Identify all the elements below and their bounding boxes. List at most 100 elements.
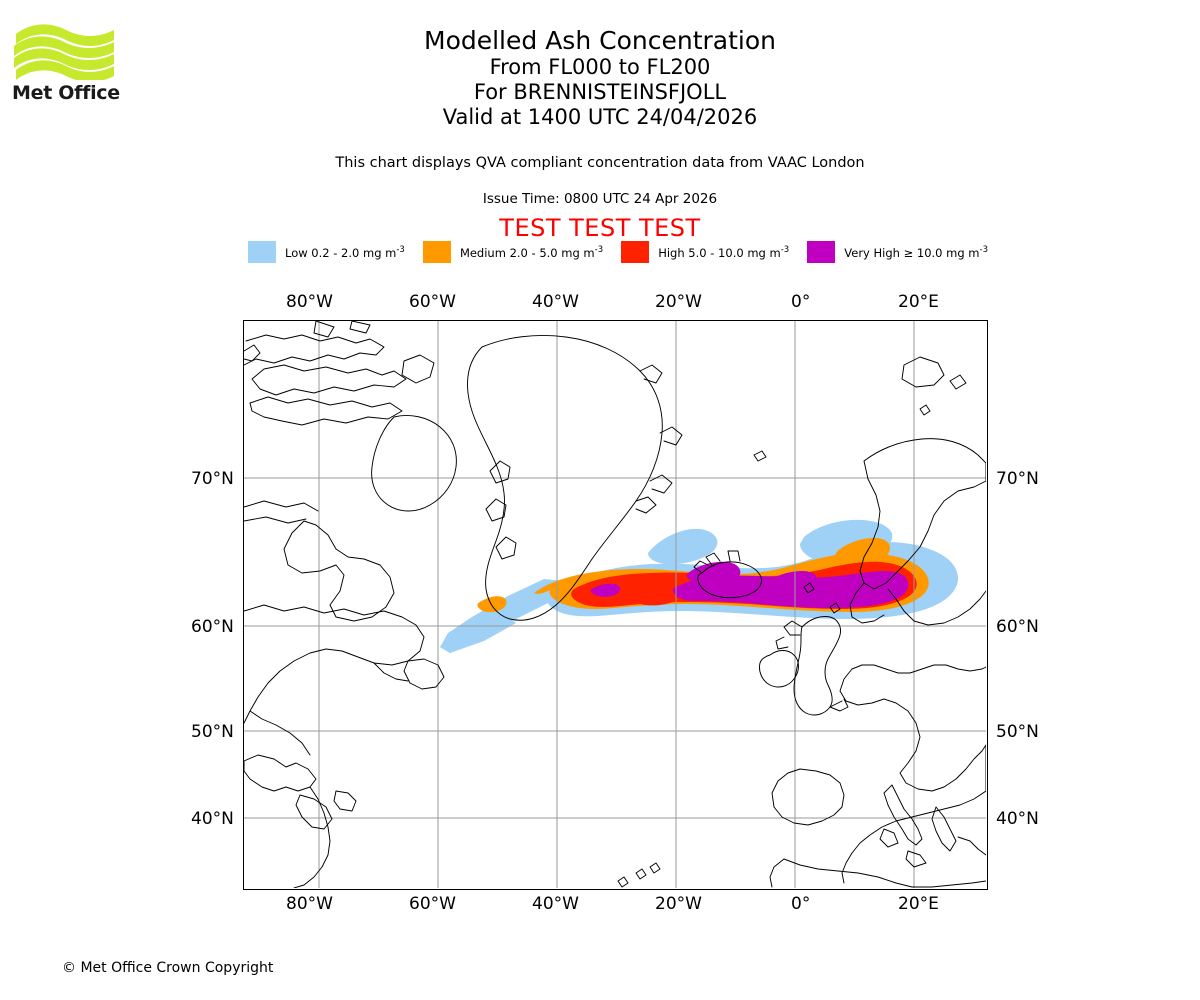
legend-item-low: Low 0.2 - 2.0 mg m-3 (248, 241, 405, 263)
plume-band-very-high (590, 561, 909, 608)
lon-label-top-0: 0° (791, 292, 811, 312)
coast-iceland-n2 (727, 550, 741, 562)
copyright-text: © Met Office Crown Copyright (62, 960, 274, 976)
lat-label-right-60n: 60°N (996, 617, 1039, 637)
test-banner: TEST TEST TEST (499, 214, 701, 242)
coast-bear-island (919, 404, 931, 416)
coast-greenland-w3 (495, 536, 517, 560)
chart-title-block: Modelled Ash Concentration From FL000 to… (0, 26, 1200, 130)
legend-label-high: High 5.0 - 10.0 mg m-3 (658, 244, 790, 260)
map-coastlines (244, 321, 986, 888)
coast-scandinavia (859, 438, 986, 590)
coast-greenland-w2 (485, 498, 507, 522)
coast-iceland-nw (693, 560, 709, 574)
coast-greece (957, 836, 986, 856)
coast-azores-3 (649, 862, 661, 874)
lon-label-bottom-0: 0° (791, 894, 811, 914)
coast-greenland-e3 (635, 496, 657, 514)
lon-label-top-60w: 60°W (409, 292, 456, 312)
coast-st-lawrence (373, 662, 409, 682)
coast-arctic-3 (251, 364, 407, 396)
coast-faroes (803, 582, 815, 594)
coast-canada-nw (244, 500, 319, 512)
coast-iberia (771, 768, 845, 826)
coast-canada-west (244, 516, 307, 524)
legend-label-low: Low 0.2 - 2.0 mg m-3 (285, 244, 405, 260)
ash-concentration-map[interactable] (243, 320, 988, 890)
coast-arctic-6 (349, 321, 371, 334)
issue-time-note: Issue Time: 0800 UTC 24 Apr 2026 (482, 191, 718, 207)
coast-greenland-ne (639, 364, 663, 384)
coast-scotland-nw (783, 620, 803, 636)
coast-balkans (931, 806, 957, 852)
coast-arctic-4 (249, 396, 403, 426)
met-office-wordmark: Met Office (12, 82, 120, 104)
ash-plume-layer (440, 519, 958, 653)
legend-item-very-high: Very High ≥ 10.0 mg m-3 (807, 241, 988, 263)
coast-newfoundland (403, 658, 445, 690)
coast-azores-2 (635, 868, 647, 880)
met-office-logo: Met Office (10, 20, 120, 115)
coast-arctic-2 (244, 344, 261, 362)
coast-greenland (467, 335, 663, 621)
lon-label-top-20w: 20°W (655, 292, 702, 312)
lat-label-right-70n: 70°N (996, 469, 1039, 489)
coast-greenland-e1 (659, 426, 683, 446)
coast-baltic-s (851, 664, 986, 674)
coast-arctic-1 (244, 334, 385, 366)
coast-hebrides (775, 636, 789, 650)
coast-scandinavia-s (887, 588, 986, 626)
map-canvas (244, 321, 986, 888)
lon-label-bottom-80w: 80°W (286, 894, 333, 914)
lat-label-right-50n: 50°N (996, 722, 1039, 742)
lat-label-left-40n: 40°N (191, 809, 234, 829)
coast-italy (883, 784, 923, 846)
map-frame (243, 320, 988, 890)
coast-us-east (293, 786, 331, 888)
coast-azores-1 (617, 876, 629, 888)
coast-ellesmere (401, 354, 435, 384)
coast-greenland-e2 (649, 474, 673, 494)
coast-arctic-5 (313, 321, 335, 338)
lon-label-top-20e: 20°E (898, 292, 939, 312)
lon-label-bottom-60w: 60°W (409, 894, 456, 914)
lat-label-right-40n: 40°N (996, 809, 1039, 829)
coast-greenland-w1 (489, 460, 511, 484)
lat-label-left-70n: 70°N (191, 469, 234, 489)
coast-hudson-bay (283, 520, 395, 622)
coast-sardinia (879, 828, 899, 848)
coast-iceland-n1 (705, 552, 721, 566)
legend-item-medium: Medium 2.0 - 5.0 mg m-3 (422, 241, 604, 263)
coast-norway-sw (849, 582, 885, 624)
coast-jan-mayen (753, 450, 767, 462)
coast-europe-outline (839, 668, 986, 884)
coast-iceland (697, 561, 763, 599)
met-office-wave-mark (14, 24, 114, 80)
title-valid-time: Valid at 1400 UTC 24/04/2026 (442, 105, 758, 129)
coast-svalbard-e (949, 374, 967, 390)
coast-great-lakes-2 (295, 794, 333, 830)
legend-swatch-medium (422, 241, 451, 263)
title-volcano: For BRENNISTEINSFJOLL (473, 80, 727, 104)
coast-great-britain (793, 616, 841, 716)
lon-label-bottom-20e: 20°E (898, 894, 939, 914)
map-graticule (244, 321, 986, 888)
legend-swatch-low (248, 241, 276, 263)
coast-baffin (371, 414, 457, 512)
legend-label-very-high: Very High ≥ 10.0 mg m-3 (844, 244, 988, 260)
legend-swatch-very-high (807, 241, 836, 263)
legend-label-medium: Medium 2.0 - 5.0 mg m-3 (459, 244, 604, 260)
lon-label-top-40w: 40°W (532, 292, 579, 312)
lat-label-left-50n: 50°N (191, 722, 234, 742)
coast-great-lakes-3 (333, 790, 357, 812)
coast-svalbard (901, 356, 945, 388)
coast-e-canada (244, 604, 425, 724)
coast-ireland (759, 650, 799, 688)
coast-n-africa (783, 858, 986, 888)
coast-sicily (905, 850, 927, 868)
lon-label-bottom-40w: 40°W (532, 894, 579, 914)
title-flight-levels: From FL000 to FL200 (489, 55, 711, 79)
coast-us-ne (249, 710, 311, 756)
page-title: Modelled Ash Concentration (424, 26, 776, 55)
legend-swatch-high (621, 241, 650, 263)
